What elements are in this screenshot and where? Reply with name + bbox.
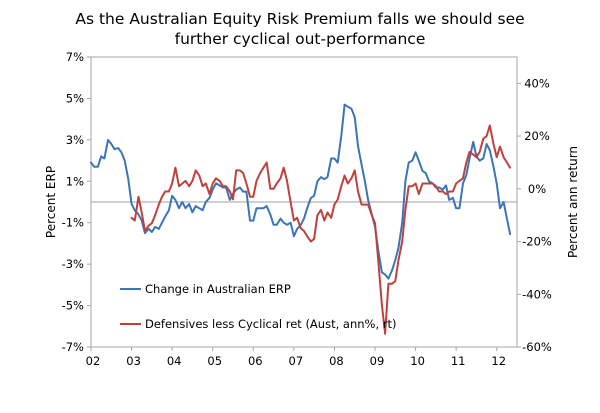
y-axis-left: 7% 5% 3% 1% -1% -3% -5% -7%	[62, 50, 91, 354]
x-tick-label: 11	[451, 354, 466, 368]
x-tick-label: 12	[491, 354, 506, 368]
y-axis-right: 40% 20% 0% -20% -40% -60%	[517, 76, 552, 354]
y-right-tick-label: -20%	[522, 235, 552, 249]
x-tick-label: 04	[167, 354, 182, 368]
y-left-tick-label: -5%	[62, 299, 84, 313]
y-right-tick-label: 20%	[524, 129, 550, 143]
x-tick-label: 10	[410, 354, 425, 368]
y-left-tick-label: -3%	[62, 257, 84, 271]
series-layer	[90, 103, 512, 335]
x-tick-label: 06	[248, 354, 263, 368]
y-left-tick-label: 3%	[66, 133, 84, 147]
y-right-tick-label: 40%	[524, 76, 550, 90]
y-left-tick-label: 7%	[66, 50, 84, 64]
y-left-tick-label: -7%	[62, 340, 84, 354]
y-right-tick-label: 0%	[528, 182, 546, 196]
x-tick-label: 08	[329, 354, 344, 368]
y-right-tick-label: -60%	[522, 340, 552, 354]
x-axis: 02 03 04 05 06 07 08 09 10 11 12	[86, 347, 506, 368]
x-tick-label: 02	[86, 354, 101, 368]
y-left-tick-label: 5%	[66, 91, 84, 105]
x-tick-label: 05	[207, 354, 222, 368]
series-line-erp	[90, 103, 512, 280]
chart-title-line-2: further cyclical out-performance	[174, 30, 426, 48]
series-line-defensives	[130, 124, 512, 335]
x-tick-label: 07	[289, 354, 304, 368]
chart-title-line-1: As the Australian Equity Risk Premium fa…	[75, 10, 525, 28]
y-right-tick-label: -40%	[522, 287, 552, 301]
legend-label-erp: Change in Australian ERP	[145, 282, 291, 296]
legend: Change in Australian ERP Defensives less…	[120, 282, 397, 331]
x-tick-label: 09	[370, 354, 385, 368]
x-tick-label: 03	[126, 354, 141, 368]
y-axis-left-label: Percent ERP	[44, 166, 58, 238]
legend-label-defensives: Defensives less Cyclical ret (Aust, ann%…	[145, 317, 397, 331]
y-left-tick-label: 1%	[66, 174, 84, 188]
y-left-tick-label: -1%	[62, 216, 84, 230]
y-axis-right-label: Percent ann return	[566, 146, 580, 258]
